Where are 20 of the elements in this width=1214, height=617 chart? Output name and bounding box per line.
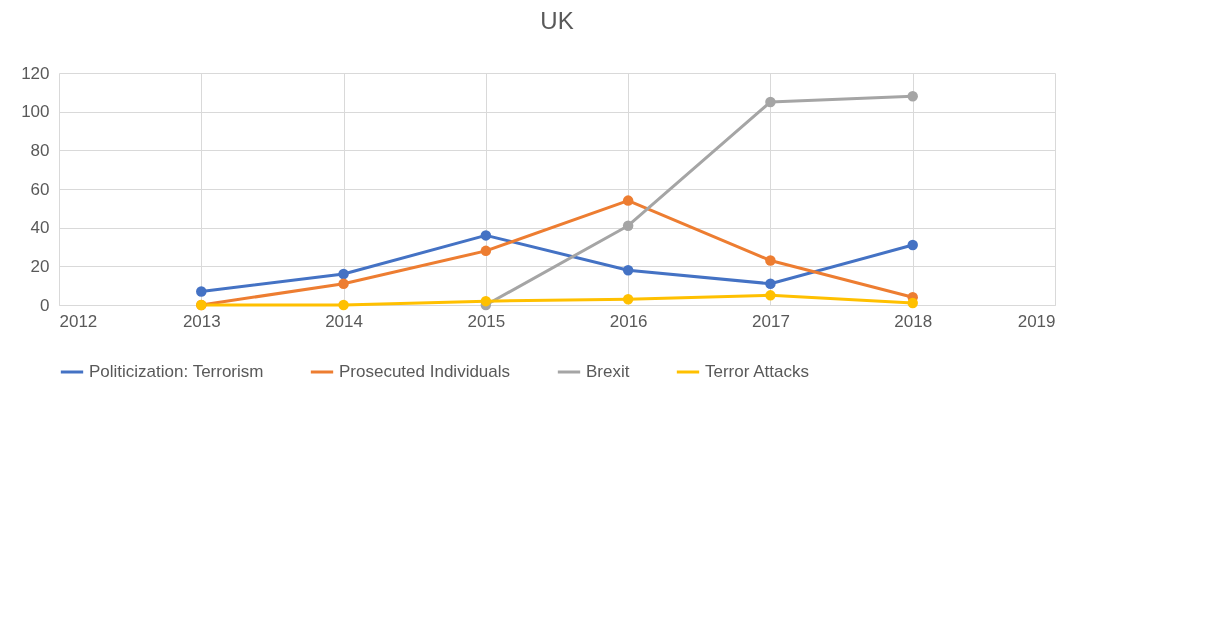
y-tick-label: 120 <box>21 63 50 83</box>
y-tick-label: 100 <box>21 102 50 122</box>
x-tick-label: 2017 <box>752 311 790 331</box>
x-tick-label: 2018 <box>894 311 933 331</box>
legend-label: Terror Attacks <box>705 362 809 381</box>
x-tick-label: 2016 <box>609 311 648 331</box>
y-tick-label: 40 <box>30 218 50 238</box>
x-tick-label: 2012 <box>59 311 98 331</box>
x-tick-label: 2013 <box>182 311 221 331</box>
chart-title: UK <box>540 7 574 34</box>
y-tick-label: 0 <box>40 295 50 315</box>
y-tick-label: 60 <box>30 179 50 199</box>
x-tick-label: 2014 <box>325 311 363 331</box>
x-tick-label: 2019 <box>1017 311 1056 331</box>
legend-label: Prosecuted Individuals <box>339 362 511 381</box>
y-tick-label: 20 <box>30 256 50 276</box>
x-tick-label: 2015 <box>467 311 506 331</box>
legend-label: Brexit <box>586 362 630 381</box>
y-tick-label: 80 <box>30 140 50 160</box>
legend-label: Politicization: Terrorism <box>89 362 264 381</box>
